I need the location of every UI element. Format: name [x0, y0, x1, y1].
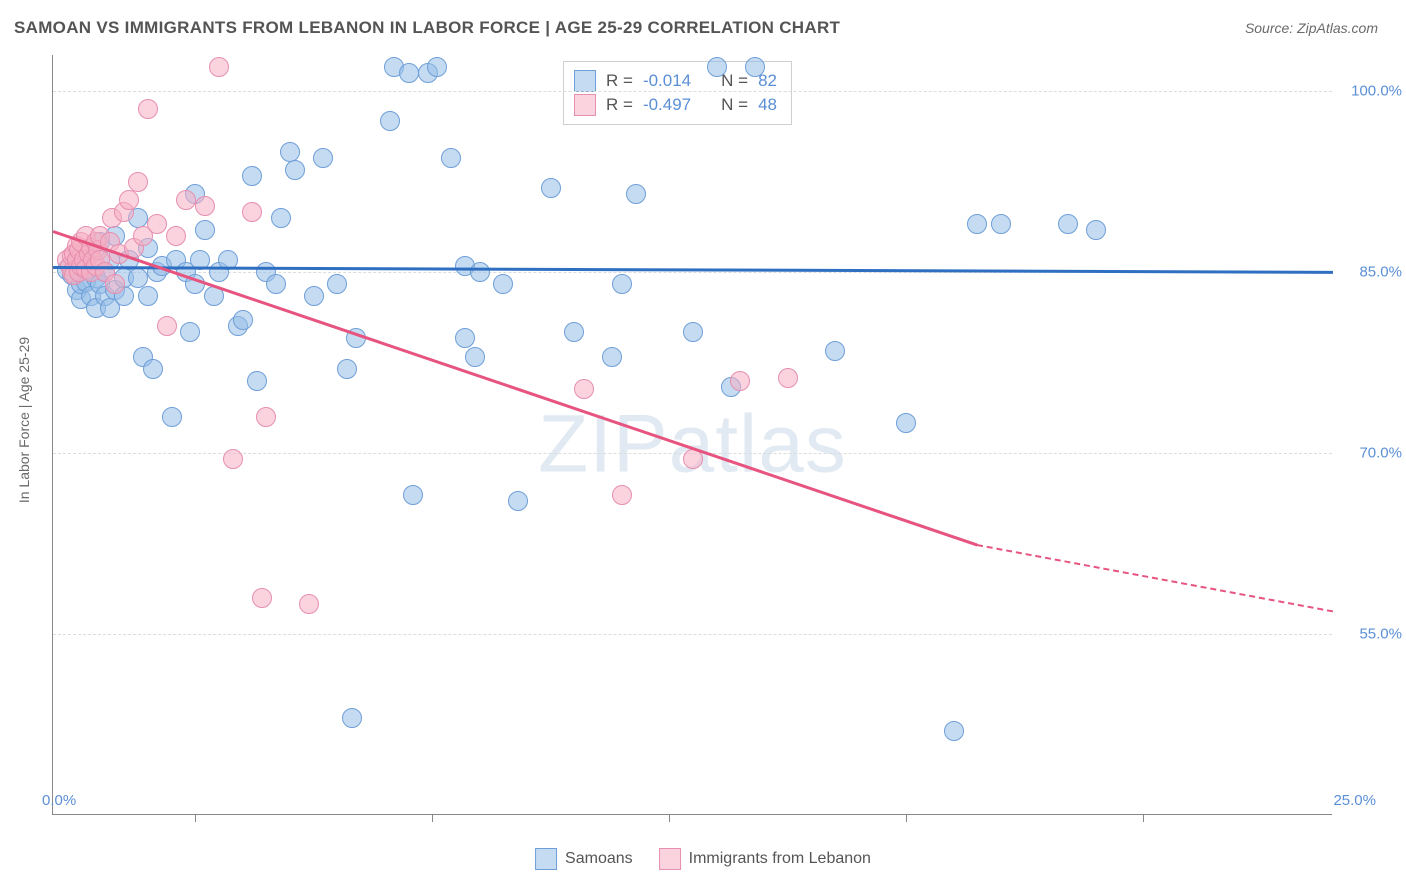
scatter-point — [247, 371, 267, 391]
scatter-point — [541, 178, 561, 198]
y-tick-label: 70.0% — [1342, 445, 1402, 462]
legend-swatch — [535, 848, 557, 870]
scatter-point — [327, 274, 347, 294]
scatter-point — [399, 63, 419, 83]
stat-r-label: R = — [606, 95, 633, 115]
scatter-point — [508, 491, 528, 511]
stat-n-label: N = — [721, 95, 748, 115]
legend-label: Samoans — [565, 850, 633, 868]
legend-swatch — [574, 94, 596, 116]
scatter-point — [256, 407, 276, 427]
scatter-point — [195, 196, 215, 216]
scatter-point — [825, 341, 845, 361]
scatter-point — [427, 57, 447, 77]
scatter-point — [403, 485, 423, 505]
scatter-point — [128, 172, 148, 192]
scatter-point — [162, 407, 182, 427]
scatter-point — [612, 485, 632, 505]
scatter-point — [745, 57, 765, 77]
scatter-point — [299, 594, 319, 614]
chart-title: SAMOAN VS IMMIGRANTS FROM LEBANON IN LAB… — [14, 18, 840, 38]
scatter-point — [470, 262, 490, 282]
scatter-point — [233, 310, 253, 330]
legend: Samoans Immigrants from Lebanon — [535, 848, 871, 870]
x-tick-label-max: 25.0% — [1333, 792, 1376, 809]
legend-item: Immigrants from Lebanon — [659, 848, 871, 870]
scatter-point — [143, 359, 163, 379]
y-tick-label: 55.0% — [1342, 626, 1402, 643]
scatter-point — [285, 160, 305, 180]
scatter-point — [441, 148, 461, 168]
scatter-point — [313, 148, 333, 168]
stat-n-value: 48 — [758, 95, 777, 115]
scatter-point — [119, 190, 139, 210]
plot-area: ZIPatlas R = -0.014N = 82R = -0.497N = 4… — [52, 55, 1332, 815]
scatter-point — [166, 226, 186, 246]
stat-r-value: -0.014 — [643, 71, 691, 91]
scatter-point — [1058, 214, 1078, 234]
title-row: SAMOAN VS IMMIGRANTS FROM LEBANON IN LAB… — [0, 0, 1406, 42]
scatter-point — [991, 214, 1011, 234]
scatter-point — [380, 111, 400, 131]
scatter-point — [896, 413, 916, 433]
scatter-point — [138, 99, 158, 119]
scatter-point — [626, 184, 646, 204]
scatter-point — [195, 220, 215, 240]
scatter-point — [602, 347, 622, 367]
scatter-point — [242, 166, 262, 186]
scatter-point — [778, 368, 798, 388]
y-tick-label: 85.0% — [1342, 264, 1402, 281]
scatter-point — [967, 214, 987, 234]
legend-item: Samoans — [535, 848, 633, 870]
scatter-point — [271, 208, 291, 228]
x-tick — [195, 814, 196, 822]
stat-r-label: R = — [606, 71, 633, 91]
x-tick — [669, 814, 670, 822]
x-tick — [1143, 814, 1144, 822]
scatter-point — [564, 322, 584, 342]
legend-label: Immigrants from Lebanon — [689, 850, 871, 868]
scatter-point — [242, 202, 262, 222]
legend-swatch — [574, 70, 596, 92]
scatter-point — [493, 274, 513, 294]
scatter-point — [138, 286, 158, 306]
x-tick — [432, 814, 433, 822]
scatter-point — [612, 274, 632, 294]
scatter-point — [342, 708, 362, 728]
scatter-point — [707, 57, 727, 77]
legend-swatch — [659, 848, 681, 870]
stats-row: R = -0.497 N = 48 — [574, 94, 777, 116]
trend-line — [977, 544, 1333, 612]
scatter-point — [223, 449, 243, 469]
stat-n-label: N = — [721, 71, 748, 91]
x-tick — [906, 814, 907, 822]
correlation-chart: SAMOAN VS IMMIGRANTS FROM LEBANON IN LAB… — [0, 0, 1406, 892]
scatter-point — [304, 286, 324, 306]
scatter-point — [252, 588, 272, 608]
scatter-point — [176, 190, 196, 210]
gridline-horizontal — [53, 634, 1332, 635]
scatter-point — [180, 322, 200, 342]
scatter-point — [1086, 220, 1106, 240]
scatter-point — [280, 142, 300, 162]
scatter-point — [337, 359, 357, 379]
stat-r-value: -0.497 — [643, 95, 691, 115]
scatter-point — [683, 322, 703, 342]
y-axis-label: In Labor Force | Age 25-29 — [16, 337, 32, 503]
scatter-point — [465, 347, 485, 367]
y-tick-label: 100.0% — [1342, 83, 1402, 100]
scatter-point — [105, 274, 125, 294]
scatter-point — [128, 268, 148, 288]
scatter-point — [455, 328, 475, 348]
source-attribution: Source: ZipAtlas.com — [1245, 20, 1378, 36]
x-tick-label-min: 0.0% — [42, 792, 76, 809]
gridline-horizontal — [53, 91, 1332, 92]
scatter-point — [157, 316, 177, 336]
scatter-point — [147, 214, 167, 234]
scatter-point — [266, 274, 286, 294]
scatter-point — [944, 721, 964, 741]
scatter-point — [209, 57, 229, 77]
scatter-point — [574, 379, 594, 399]
scatter-point — [730, 371, 750, 391]
